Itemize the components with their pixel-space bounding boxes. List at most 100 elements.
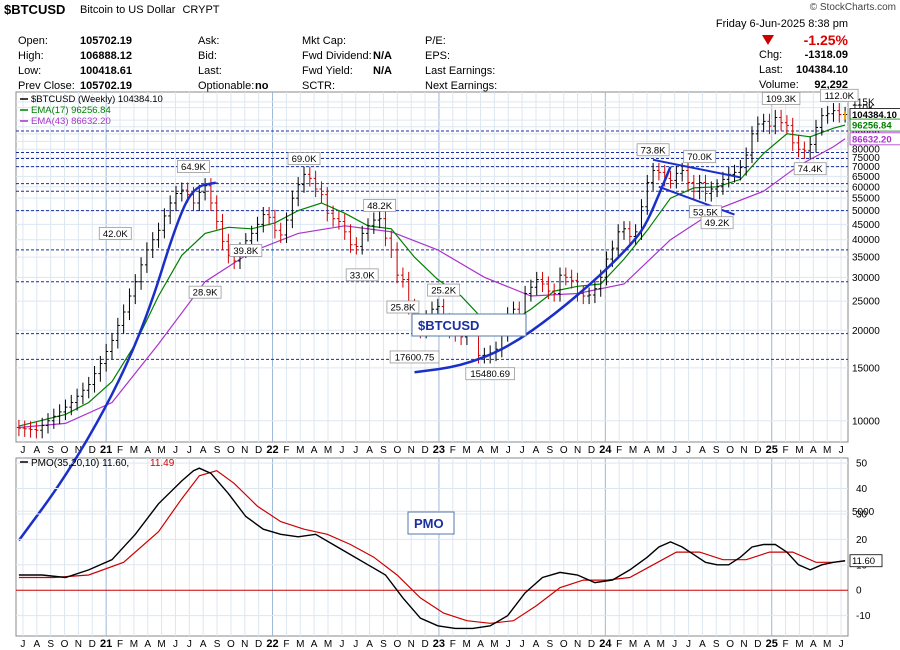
x-tick-label: 21 [100,638,112,650]
x-tick-label: O [560,445,568,456]
legend-entry: 11.49 [150,458,175,469]
y-tick-label: 0 [856,586,862,597]
x-tick-label: 21 [100,444,112,456]
x-tick-label: A [144,445,151,456]
quote-field-label: Fwd Yield: [302,65,353,77]
x-tick-label: A [699,639,706,650]
x-tick-label: D [89,445,96,456]
down-arrow-icon [762,35,774,45]
quote-field: Chg: [759,48,782,62]
y-tick-label: 10000 [852,416,880,427]
price-tag-box [849,118,900,132]
x-tick-label: O [726,639,734,650]
x-tick-label: M [657,445,665,456]
quote-field-label: High: [18,50,44,62]
x-tick-label: D [754,445,761,456]
quote-field-value: 92,292 [814,79,848,91]
quote-field: Fwd Dividend: [302,49,372,63]
x-tick-label: N [75,445,82,456]
change-percent: -1.25% [803,32,848,48]
x-tick-label: A [533,445,540,456]
quote-field-label: Chg: [759,49,783,61]
x-tick-label: A [200,445,207,456]
x-tick-label: S [214,639,221,650]
y-tick-label: 15000 [852,363,880,374]
x-tick-label: N [740,445,747,456]
peak-annotation: 15480.69 [470,369,510,380]
x-tick-label: M [296,639,304,650]
x-tick-label: N [75,639,82,650]
x-tick-label: A [477,639,484,650]
x-tick-label: J [839,445,844,456]
x-tick-label: S [713,445,720,456]
x-tick-label: D [255,445,262,456]
x-tick-label: J [506,639,511,650]
x-tick-label: N [241,639,248,650]
exchange-label: CRYPT [182,4,220,16]
x-tick-label: A [33,639,40,650]
y-tick-label: 45000 [852,220,880,231]
x-tick-label: N [408,639,415,650]
uptrend-curve [17,181,218,542]
x-tick-label: M [324,445,332,456]
symbol-label: $BTCUSD [418,318,479,333]
peak-annotation-box [229,244,263,257]
legend-entry: PMO(35,20,10) 11.60, [31,458,129,469]
quote-field-label: Fwd Dividend: [302,50,372,62]
x-tick-label: O [227,445,235,456]
x-tick-label: A [533,639,540,650]
x-tick-label: M [157,445,165,456]
peak-annotation: 112.0K [825,91,855,102]
x-tick-label: F [616,445,622,456]
peak-annotation-box [98,226,132,240]
legend-entry: EMA(43) 86632.20 [31,116,111,127]
x-tick-label: 22 [266,638,278,650]
peak-annotation: 109.3K [766,94,797,105]
x-tick-label: D [421,445,428,456]
x-tick-label: M [490,445,498,456]
quote-field-label: Last: [198,65,222,77]
quote-field-label: Ask: [198,35,220,47]
quote-field: High: [18,49,44,63]
quote-field-value: 104384.10 [796,64,848,76]
x-tick-label: A [33,445,40,456]
pmo-panel [15,457,849,637]
x-tick-label: A [477,445,484,456]
x-tick-label: F [783,445,789,456]
x-tick-label: A [311,445,318,456]
x-tick-label: A [644,639,651,650]
x-tick-label: 25 [766,638,778,650]
x-tick-label: A [366,445,373,456]
x-tick-label: J [187,445,192,456]
uptrend-curve [414,166,672,374]
x-tick-label: J [520,639,525,650]
x-tick-label: M [462,639,470,650]
x-tick-label: S [547,639,554,650]
quote-field-label: Prev Close: [18,80,75,92]
quote-field-value: N/A [373,65,392,77]
quote-field: Fwd Yield: [302,64,353,78]
x-tick-label: J [520,445,525,456]
quote-date: Friday 6-Jun-2025 8:38 pm [715,18,848,30]
quote-field-value: no [255,80,269,92]
quote-field-label: Last Earnings: [425,65,496,77]
peak-annotation: 53.5K [693,207,718,218]
x-tick-label: M [296,445,304,456]
quote-field: Open: [18,34,48,48]
x-tick-label: M [657,639,665,650]
x-tick-label: N [241,445,248,456]
x-tick-label: A [144,639,151,650]
x-tick-label: N [408,445,415,456]
x-tick-label: S [380,639,387,650]
quote-field: Bid: [198,49,217,63]
peak-annotation-box [820,88,859,102]
x-tick-label: J [173,445,178,456]
y-tick-label: 50 [856,459,868,470]
y-tick-label: 40000 [852,235,880,246]
x-tick-label: D [255,639,262,650]
x-tick-label: J [506,445,511,456]
peak-annotation: 17600.75 [395,352,435,363]
x-tick-label: N [740,639,747,650]
x-tick-label: O [726,445,734,456]
x-tick-label: M [130,445,138,456]
